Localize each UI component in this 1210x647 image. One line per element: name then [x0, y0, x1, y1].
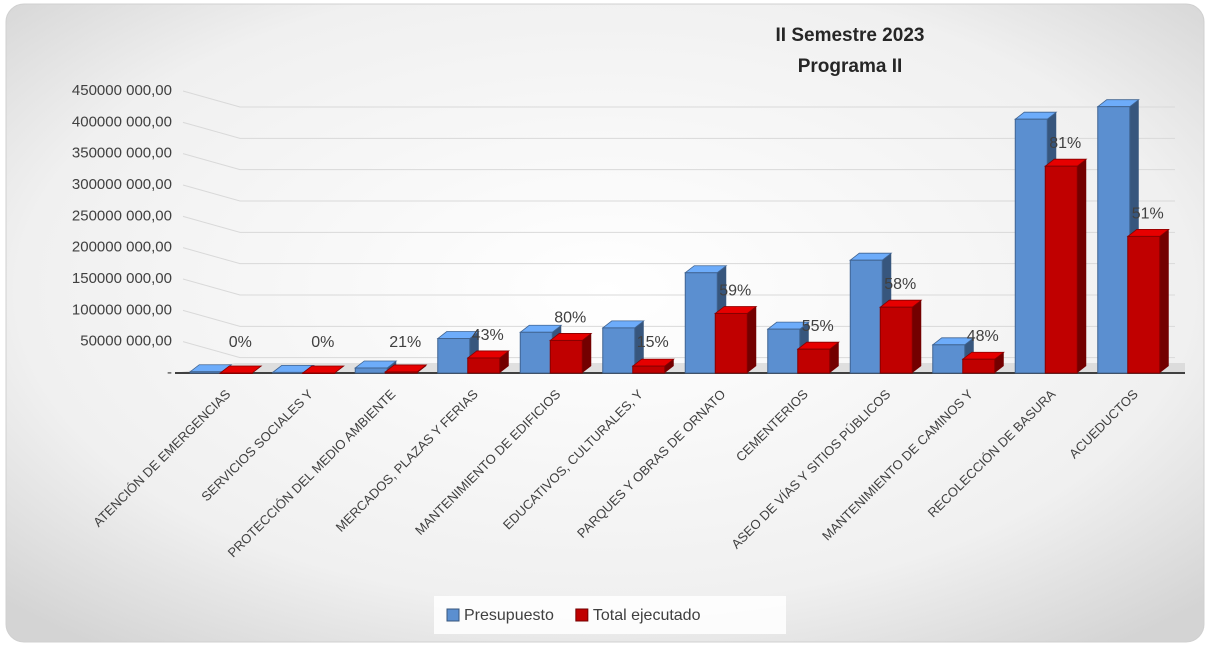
y-tick-label: 150000 000,00 — [72, 270, 172, 287]
bar — [684, 265, 728, 374]
y-tick-label: 200000 000,00 — [72, 239, 172, 256]
y-tick-label: 450000 000,00 — [72, 82, 172, 99]
bar-front — [549, 339, 583, 374]
y-tick-label: 250000 000,00 — [72, 207, 172, 224]
bar-front — [797, 348, 831, 374]
bar-front — [932, 344, 966, 374]
bar-side — [1159, 229, 1169, 373]
bar-front — [354, 367, 388, 374]
bar — [1126, 228, 1170, 374]
data-label: 55% — [802, 318, 834, 335]
bar — [219, 365, 263, 374]
data-label: 58% — [884, 276, 916, 293]
bar — [466, 350, 510, 374]
data-label: 0% — [311, 334, 334, 351]
bar — [1044, 158, 1088, 374]
bar-front — [302, 372, 336, 374]
legend-label: Presupuesto — [464, 607, 554, 624]
grid-line — [182, 90, 1175, 108]
bar — [796, 341, 840, 374]
bar-front — [467, 357, 501, 374]
bar-side — [912, 300, 922, 373]
bar — [549, 333, 593, 374]
legend-swatch — [446, 608, 460, 622]
bar-side — [1077, 159, 1087, 373]
data-label: 21% — [389, 334, 421, 351]
bar — [879, 299, 923, 374]
bar-front — [1097, 106, 1131, 374]
bar-front — [1044, 165, 1078, 374]
legend-box — [434, 596, 786, 634]
bar-front — [519, 331, 553, 374]
y-tick-label: 100000 000,00 — [72, 301, 172, 318]
y-tick-label: - — [167, 364, 172, 381]
bar-front — [632, 365, 666, 374]
y-tick-label: 300000 000,00 — [72, 176, 172, 193]
data-label: 15% — [637, 334, 669, 351]
grid-line — [182, 215, 1175, 233]
bar — [384, 364, 428, 374]
data-label: 0% — [229, 334, 252, 351]
bar-side — [747, 306, 757, 373]
chart-panel — [5, 3, 1205, 643]
bar-front — [767, 328, 801, 374]
bar — [849, 252, 893, 374]
bar — [631, 358, 675, 374]
grid-line — [182, 153, 1175, 171]
bar — [961, 351, 1005, 374]
bar-side — [994, 352, 1004, 373]
data-label: 48% — [967, 328, 999, 345]
bar-front — [879, 306, 913, 374]
bar — [601, 320, 645, 374]
legend-swatch — [575, 608, 589, 622]
data-label: 80% — [554, 309, 586, 326]
bar-front — [684, 272, 718, 374]
grid-line — [182, 121, 1175, 139]
bar-front — [384, 371, 418, 374]
bar-side — [829, 342, 839, 373]
bar-front — [1127, 235, 1161, 374]
bar-front — [219, 372, 253, 374]
bar-front — [189, 371, 223, 374]
bar-front — [602, 327, 636, 374]
bar-front — [962, 358, 996, 374]
bar-side — [582, 333, 592, 373]
y-tick-label: 350000 000,00 — [72, 145, 172, 162]
chart-title: II Semestre 2023 — [776, 25, 925, 46]
bar-front — [849, 259, 883, 374]
bar — [301, 365, 345, 374]
bar-front — [272, 371, 306, 374]
bar — [714, 306, 758, 374]
data-label: 81% — [1049, 135, 1081, 152]
grid-line — [182, 184, 1175, 202]
y-tick-label: 50000 000,00 — [80, 333, 172, 350]
data-label: 59% — [719, 282, 751, 299]
data-label: 51% — [1132, 205, 1164, 222]
bar-side — [664, 359, 674, 373]
chart-subtitle: Programa II — [798, 56, 903, 77]
data-label: 43% — [472, 327, 504, 344]
bar-front — [1014, 118, 1048, 374]
bar-front — [714, 312, 748, 374]
bar-front — [437, 338, 471, 374]
y-tick-label: 400000 000,00 — [72, 113, 172, 130]
legend-label: Total ejecutado — [593, 607, 701, 624]
